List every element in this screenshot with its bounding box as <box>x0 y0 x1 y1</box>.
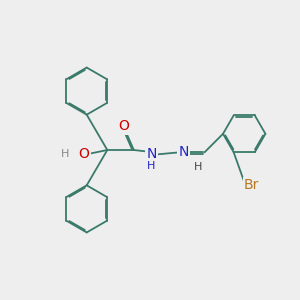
Text: Br: Br <box>244 178 259 192</box>
Text: H: H <box>147 160 156 171</box>
Text: N: N <box>179 146 189 159</box>
Text: O: O <box>118 119 129 134</box>
Text: O: O <box>78 146 89 161</box>
Text: H: H <box>60 148 69 158</box>
Text: N: N <box>146 147 157 161</box>
Text: H: H <box>194 162 202 172</box>
